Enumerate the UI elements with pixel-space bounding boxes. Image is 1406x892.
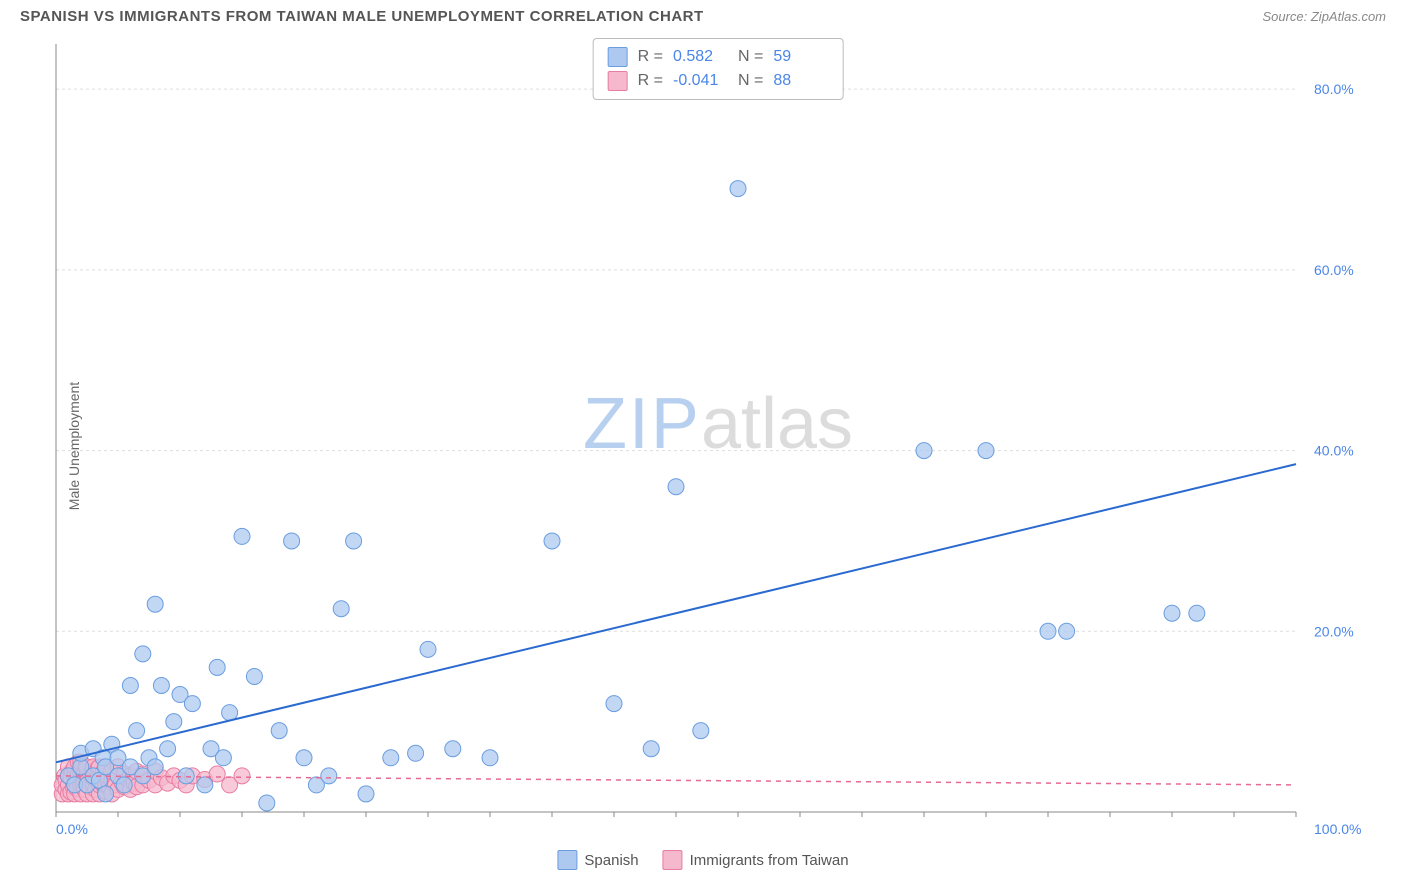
- data-point: [215, 750, 231, 766]
- swatch-series1-icon: [557, 850, 577, 870]
- swatch-series2: [608, 71, 628, 91]
- data-point: [383, 750, 399, 766]
- data-point: [445, 741, 461, 757]
- data-point: [184, 696, 200, 712]
- data-point: [730, 181, 746, 197]
- chart-title: SPANISH VS IMMIGRANTS FROM TAIWAN MALE U…: [20, 8, 704, 25]
- swatch-series1: [608, 47, 628, 67]
- data-point: [606, 696, 622, 712]
- scatter-plot-svg: 20.0% 40.0% 60.0% 80.0% 0.0% 100.0%: [50, 38, 1386, 842]
- data-point: [321, 768, 337, 784]
- ytick-label: 40.0%: [1314, 443, 1354, 459]
- data-point: [358, 786, 374, 802]
- data-point: [408, 745, 424, 761]
- data-point: [333, 601, 349, 617]
- data-point: [246, 668, 262, 684]
- data-point: [296, 750, 312, 766]
- r-label: R =: [638, 48, 663, 66]
- data-point: [166, 714, 182, 730]
- data-point: [284, 533, 300, 549]
- data-point: [147, 759, 163, 775]
- stats-row-1: R = 0.582 N = 59: [608, 45, 829, 69]
- ytick-label: 60.0%: [1314, 262, 1354, 278]
- data-point: [234, 768, 250, 784]
- data-point: [693, 723, 709, 739]
- data-point: [122, 678, 138, 694]
- data-point: [116, 777, 132, 793]
- data-point: [153, 678, 169, 694]
- data-point: [643, 741, 659, 757]
- data-point: [544, 533, 560, 549]
- data-point: [259, 795, 275, 811]
- n-label: N =: [738, 48, 763, 66]
- data-point: [209, 659, 225, 675]
- data-point: [147, 596, 163, 612]
- data-point: [1164, 605, 1180, 621]
- n-label: N =: [738, 72, 763, 90]
- legend-item-2: Immigrants from Taiwan: [663, 850, 849, 870]
- data-point: [234, 528, 250, 544]
- data-point: [1059, 623, 1075, 639]
- chart-header: SPANISH VS IMMIGRANTS FROM TAIWAN MALE U…: [0, 0, 1406, 29]
- swatch-series2-icon: [663, 850, 683, 870]
- data-point: [160, 741, 176, 757]
- xtick-label: 0.0%: [56, 821, 88, 837]
- data-point: [978, 443, 994, 459]
- chart-area: R = 0.582 N = 59 R = -0.041 N = 88 20.0%…: [50, 38, 1386, 842]
- data-point: [482, 750, 498, 766]
- data-point: [271, 723, 287, 739]
- legend-item-1: Spanish: [557, 850, 638, 870]
- chart-source: Source: ZipAtlas.com: [1262, 9, 1386, 24]
- data-point: [129, 723, 145, 739]
- data-point: [668, 479, 684, 495]
- ytick-label: 80.0%: [1314, 81, 1354, 97]
- r-label: R =: [638, 72, 663, 90]
- data-point: [916, 443, 932, 459]
- data-point: [1189, 605, 1205, 621]
- data-point: [346, 533, 362, 549]
- data-point: [135, 646, 151, 662]
- stats-row-2: R = -0.041 N = 88: [608, 69, 829, 93]
- data-point: [178, 768, 194, 784]
- legend-label-1: Spanish: [584, 852, 638, 869]
- data-point: [209, 766, 225, 782]
- legend-label-2: Immigrants from Taiwan: [690, 852, 849, 869]
- series-legend: Spanish Immigrants from Taiwan: [557, 850, 848, 870]
- r-value-2: -0.041: [673, 72, 728, 90]
- data-point: [420, 641, 436, 657]
- r-value-1: 0.582: [673, 48, 728, 66]
- stats-legend: R = 0.582 N = 59 R = -0.041 N = 88: [593, 38, 844, 100]
- data-point: [98, 786, 114, 802]
- n-value-2: 88: [773, 72, 828, 90]
- xtick-label: 100.0%: [1314, 821, 1361, 837]
- ytick-label: 20.0%: [1314, 623, 1354, 639]
- trend-line: [56, 464, 1296, 762]
- data-point: [1040, 623, 1056, 639]
- n-value-1: 59: [773, 48, 828, 66]
- data-point: [197, 777, 213, 793]
